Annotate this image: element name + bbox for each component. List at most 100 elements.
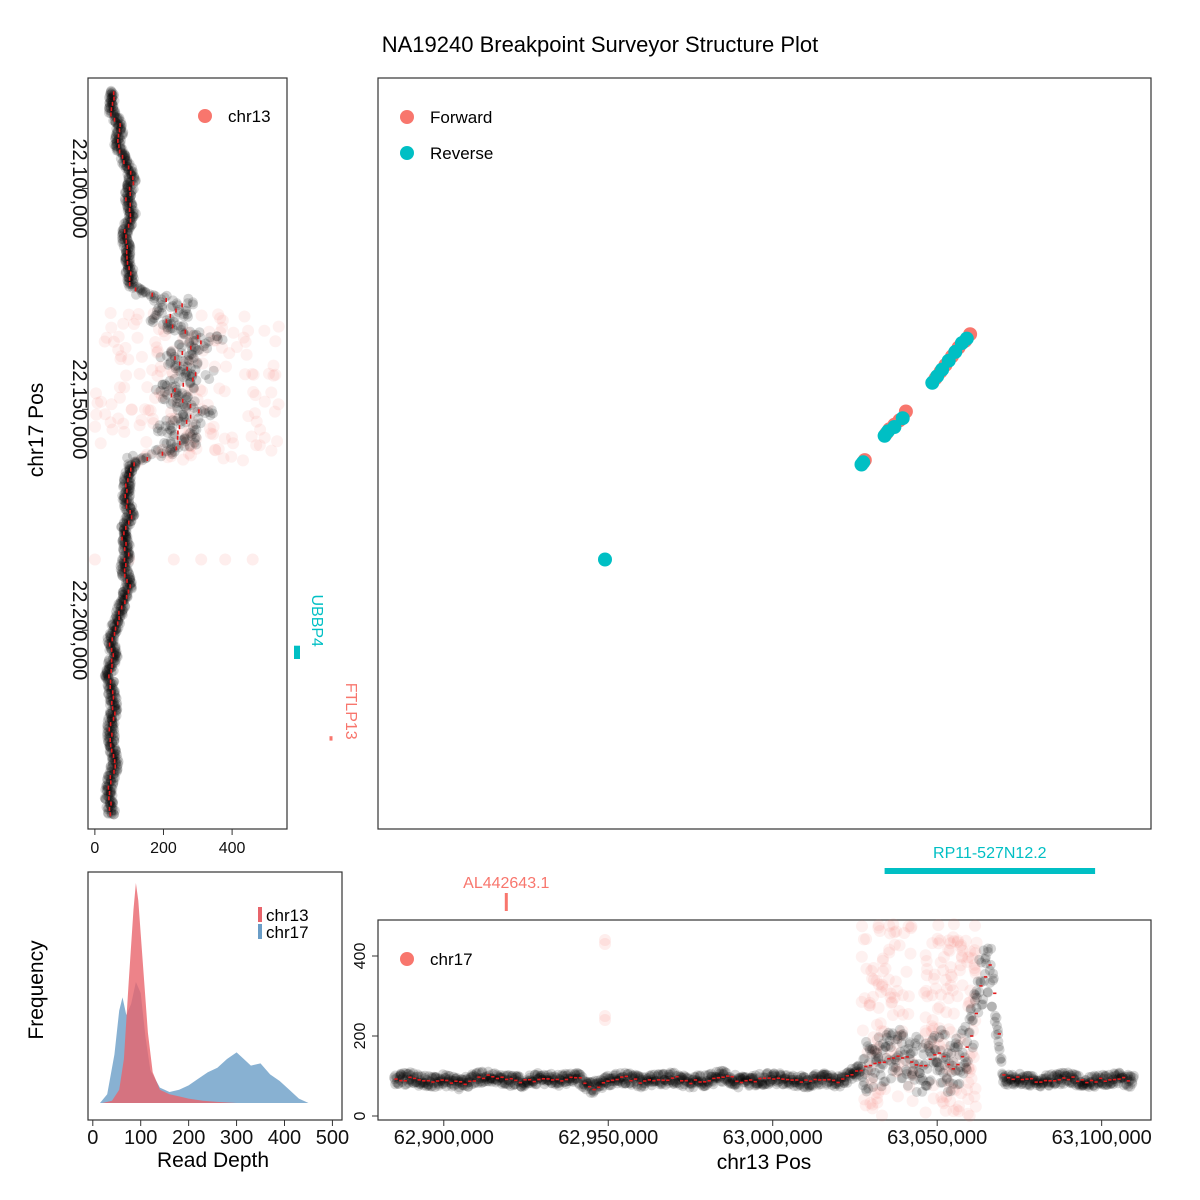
chr13-discordant-read <box>866 1098 879 1111</box>
chr17-depth-point <box>124 222 135 233</box>
chr17-depth-point <box>99 671 110 681</box>
chr17-discordant-read <box>147 417 160 430</box>
chr13-depth-point <box>389 1072 399 1083</box>
chr13-depth-point <box>954 1078 965 1089</box>
chr13-discordant-read <box>956 951 968 964</box>
chr13-depth-point <box>831 1079 842 1090</box>
chr13-depth-point <box>547 1071 558 1082</box>
chr13-depth-point <box>1077 1079 1088 1090</box>
chr13-depth-point <box>496 1079 507 1089</box>
chr13-depth-point <box>878 1038 888 1049</box>
chr13-depth-point <box>881 1052 892 1063</box>
x-tick-label: 400 <box>268 1127 301 1149</box>
chr13-discordant-read <box>921 963 934 975</box>
chr17-depth-point <box>120 601 131 612</box>
chr17-depth-point <box>122 452 133 463</box>
chr13-depth-point <box>697 1076 708 1087</box>
chr13-discordant-read <box>897 1055 910 1068</box>
chr13-depth-point <box>727 1073 738 1084</box>
chr13-depth-point <box>755 1072 765 1083</box>
chr13-discordant-read <box>877 952 889 965</box>
chr13-discordant-read <box>902 920 915 933</box>
chr17-depth-point <box>124 480 134 491</box>
chr13-depth-point <box>839 1078 850 1088</box>
chr17-depth-point <box>121 197 132 208</box>
chr13-depth-point <box>936 1025 947 1036</box>
chr17-discordant-read <box>240 348 253 361</box>
x-tick-label: 200 <box>150 840 177 857</box>
chr13-depth-point <box>703 1077 714 1088</box>
chr13-depth-point <box>1063 1075 1074 1086</box>
chr13-depth-point <box>763 1079 774 1090</box>
chr13-depth-point <box>594 1077 605 1088</box>
chr13-depth-point <box>902 1080 913 1091</box>
chr17-depth-point <box>188 353 199 363</box>
chr17-depth-point <box>172 300 183 311</box>
chr13-discordant-read <box>933 1022 946 1035</box>
chr17-depth-point <box>129 462 140 473</box>
chr13-depth-point <box>446 1079 457 1090</box>
chr13-depth-point <box>875 1063 885 1074</box>
chr13-depth-point <box>954 1050 965 1060</box>
chr17-depth-point <box>109 735 120 746</box>
chr13-depth-point <box>982 943 993 954</box>
chr13-depth-point <box>905 1048 916 1059</box>
chr17-depth-point <box>204 374 215 385</box>
chr17-depth-point <box>171 388 182 399</box>
chr13-depth-point <box>1109 1071 1120 1082</box>
chr13-depth-point <box>602 1070 613 1081</box>
chr17-depth-point <box>123 568 134 579</box>
chr17-depth-point <box>110 744 121 754</box>
chr13-discordant-read <box>942 943 955 956</box>
chr17-depth-point <box>157 302 168 313</box>
chr17-depth-point <box>126 199 137 210</box>
chr13-depth-point <box>585 1087 596 1098</box>
chr13-depth-point <box>570 1073 581 1084</box>
chr13-depth-point <box>1076 1080 1087 1091</box>
chr13-discordant-read <box>896 1025 909 1038</box>
chr13-depth-point <box>964 1014 975 1024</box>
chr13-depth-point <box>927 1035 938 1046</box>
chr13-depth-point <box>459 1077 470 1088</box>
chr17-depth-point <box>115 618 125 629</box>
chr13-depth-point <box>1029 1078 1040 1088</box>
chr13-depth-point <box>774 1074 785 1085</box>
chr13-depth-point <box>499 1078 510 1089</box>
chr17-depth-point <box>118 546 129 556</box>
chr13-depth-point <box>820 1069 830 1080</box>
chr17-discordant-read <box>212 308 225 321</box>
chr17-depth-point <box>176 321 186 332</box>
chr13-depth-point <box>567 1073 578 1084</box>
chr17-depth-point <box>178 361 189 372</box>
chr13-discordant-read <box>968 962 981 975</box>
chr13-depth-point <box>1092 1077 1103 1088</box>
chr13-depth-point <box>715 1068 725 1079</box>
chr13-depth-point <box>965 1004 976 1015</box>
chr13-depth-point <box>1049 1070 1060 1081</box>
chr17-depth-point <box>110 745 121 756</box>
chr13-depth-point <box>711 1066 722 1077</box>
chr17-depth-point <box>126 279 137 290</box>
chr17-depth-point <box>175 366 186 377</box>
chr13-depth-point <box>670 1077 681 1088</box>
chr17-depth-point <box>99 793 110 804</box>
chr13-depth-point <box>1016 1079 1027 1090</box>
chr13-discordant-read <box>599 1010 611 1022</box>
chr17-depth-point <box>159 394 170 405</box>
chr13-discordant-read <box>920 1027 932 1040</box>
chr17-depth-point <box>196 406 207 417</box>
chr13-depth-point <box>1089 1081 1100 1092</box>
chr17-depth-point <box>165 302 176 313</box>
chr17-discordant-read <box>128 318 140 330</box>
chr17-discordant-read <box>272 398 285 411</box>
chr17-depth-point <box>115 124 126 135</box>
chr13-depth-point <box>401 1079 412 1090</box>
chr17-discordant-read <box>204 427 217 440</box>
chr13-depth-point <box>453 1084 464 1095</box>
chr17-depth-point <box>118 539 129 550</box>
chr17-depth-point <box>186 400 197 410</box>
chr17-depth-point <box>129 281 139 292</box>
chr13-depth-point <box>492 1075 503 1086</box>
chr17-depth-point <box>168 431 179 442</box>
chr17-depth-point <box>182 309 193 320</box>
